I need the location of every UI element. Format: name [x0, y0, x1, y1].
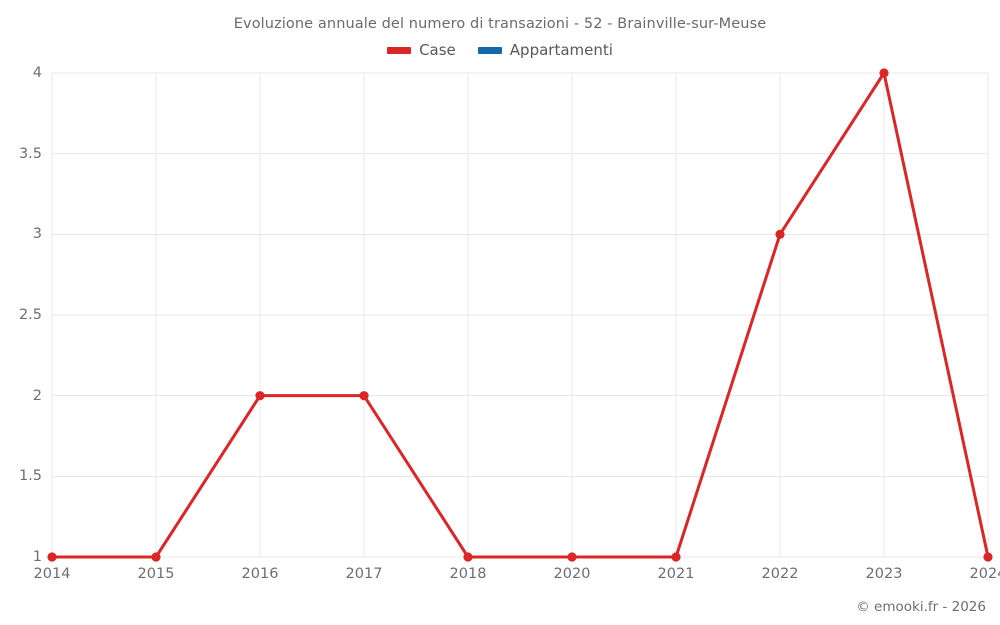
legend-label-case: Case	[419, 41, 456, 59]
x-tick-label: 2020	[553, 566, 591, 582]
y-tick-label: 1.5	[18, 468, 42, 485]
legend-item-appartamenti[interactable]: Appartamenti	[477, 41, 613, 59]
x-tick-label: 2018	[449, 566, 487, 582]
legend-swatch-case	[387, 47, 412, 54]
data-point-case[interactable]	[359, 391, 369, 401]
x-tick-label: 2014	[33, 566, 71, 582]
y-tick-label: 1	[32, 549, 42, 565]
y-tick-label: 4	[32, 65, 42, 81]
data-point-case[interactable]	[255, 391, 265, 401]
legend-item-case[interactable]: Case	[387, 43, 456, 58]
plot-svg	[47, 68, 993, 562]
data-point-case[interactable]	[47, 552, 57, 562]
data-point-case[interactable]	[879, 68, 889, 78]
series-markers	[47, 68, 993, 562]
x-tick-label: 2021	[657, 566, 695, 582]
x-tick-label: 2022	[761, 566, 799, 582]
data-point-case[interactable]	[567, 552, 577, 562]
chart-footer-credit: © emooki.fr - 2026	[856, 599, 986, 615]
plot-area	[47, 68, 993, 562]
data-point-case[interactable]	[775, 229, 785, 239]
series-line-case	[50, 71, 990, 559]
series-lines	[50, 71, 990, 559]
x-axis-labels: 2014 2015 2016 2017 2018 2020 2021 2022 2023 2024	[34, 566, 1000, 590]
x-tick-label: 2017	[345, 566, 383, 582]
chart-legend: Case Appartamenti	[0, 43, 1000, 58]
x-tick-label: 2023	[865, 566, 903, 582]
data-point-case[interactable]	[983, 552, 993, 562]
legend-swatch-appartamenti	[477, 47, 502, 54]
chart-title: Evoluzione annuale del numero di transaz…	[233, 16, 767, 32]
gridlines-vertical	[51, 73, 989, 557]
y-tick-label: 2.5	[18, 307, 42, 323]
data-point-case[interactable]	[671, 552, 681, 562]
data-point-case[interactable]	[463, 552, 473, 562]
gridlines-horizontal	[52, 72, 988, 558]
legend-label-appartamenti: Appartamenti	[509, 41, 613, 59]
y-tick-label: 3	[32, 226, 42, 243]
y-tick-label: 2	[32, 387, 42, 404]
x-tick-label: 2024	[969, 566, 1000, 582]
y-tick-label: 3.5	[18, 145, 42, 162]
y-axis-labels: 1 1.5 2 2.5 3 3.5 4	[0, 65, 42, 565]
x-tick-label: 2015	[137, 566, 175, 582]
data-point-case[interactable]	[151, 552, 161, 562]
x-tick-label: 2016	[241, 566, 279, 582]
